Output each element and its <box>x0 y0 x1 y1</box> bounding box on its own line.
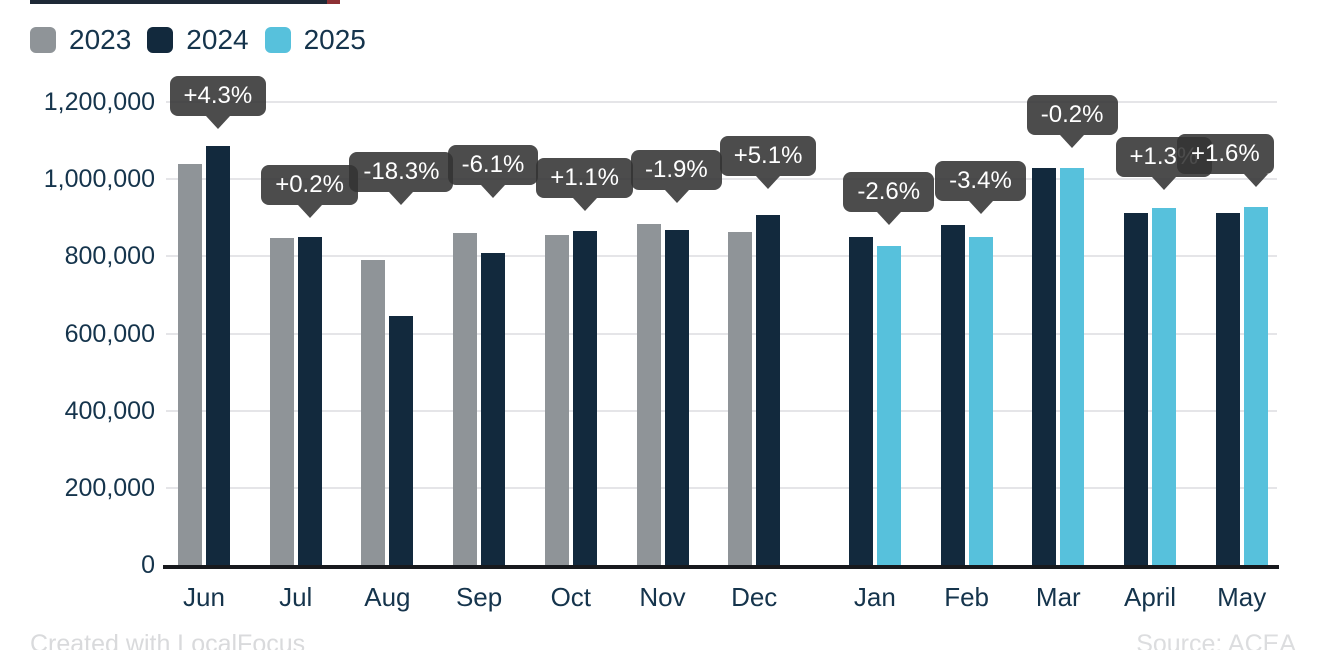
x-axis-label-sep: Sep <box>455 582 503 612</box>
legend-item-label: 2023 <box>69 24 132 55</box>
source-text: Source: ACEA <box>1136 630 1296 650</box>
legend-item-label: 2025 <box>303 24 366 55</box>
bar-may-2024[interactable] <box>1215 213 1240 565</box>
tooltip-jun: +4.3% <box>169 76 267 116</box>
bar-jan-2025[interactable] <box>876 245 901 565</box>
tooltip-dec: +5.1% <box>719 136 817 176</box>
gridline <box>166 101 1277 103</box>
tooltip-sep: -6.1% <box>447 145 539 185</box>
legend-swatch-2024 <box>147 27 174 53</box>
bar-april-2024[interactable] <box>1124 213 1148 565</box>
legend-swatch-2025 <box>264 27 291 53</box>
x-axis-label-aug: Aug <box>364 582 411 612</box>
tooltip-aug: -18.3% <box>349 152 454 192</box>
bar-sep-2023[interactable] <box>453 233 478 565</box>
y-axis-label: 800,000 <box>64 242 155 271</box>
tooltip-jan: -2.6% <box>843 172 935 212</box>
bar-feb-2024[interactable] <box>940 225 965 565</box>
gridline <box>166 409 1277 412</box>
bar-jul-2024[interactable] <box>297 237 322 565</box>
y-axis-label: 400,000 <box>64 396 155 425</box>
y-axis-label: 200,000 <box>64 473 155 502</box>
tooltip-oct: +1.1% <box>536 158 634 198</box>
tooltip-may: +1.6% <box>1177 134 1274 174</box>
tooltip-arrow-mar <box>1060 135 1085 148</box>
gridline <box>166 332 1277 335</box>
bar-aug-2024[interactable] <box>389 316 414 565</box>
cropped-title-bar <box>30 0 340 4</box>
legend-item-label: 2024 <box>186 24 249 55</box>
x-axis-label-feb: Feb <box>944 582 989 612</box>
legend-swatch-2023 <box>30 27 56 53</box>
x-axis-label-dec: Dec <box>731 582 778 612</box>
y-axis-label: 1,000,000 <box>43 165 155 194</box>
tooltip-arrow-nov <box>664 190 689 203</box>
legend-item-2023[interactable]: 2023 <box>30 24 131 56</box>
bar-dec-2024[interactable] <box>756 215 781 565</box>
gridline <box>166 255 1277 258</box>
cropped-title-red-tip <box>327 0 340 4</box>
tooltip-jul: +0.2% <box>261 165 358 205</box>
y-axis-label: 600,000 <box>64 319 155 348</box>
bar-oct-2023[interactable] <box>544 235 569 565</box>
localfocus-credit-link[interactable]: Created with LocalFocus <box>30 630 306 650</box>
bar-jun-2024[interactable] <box>206 146 230 565</box>
x-axis-label-nov: Nov <box>639 582 686 612</box>
x-axis-label-oct: Oct <box>550 582 592 612</box>
bar-mar-2025[interactable] <box>1060 168 1085 565</box>
bar-oct-2024[interactable] <box>572 231 597 565</box>
bar-nov-2024[interactable] <box>664 230 689 565</box>
bar-mar-2024[interactable] <box>1032 167 1057 565</box>
x-axis-line <box>163 565 1279 569</box>
x-axis-label-jun: Jun <box>183 582 225 612</box>
bar-sep-2024[interactable] <box>481 253 506 565</box>
tooltip-arrow-jun <box>206 116 230 129</box>
x-axis-label-april: April <box>1123 582 1176 612</box>
bar-april-2025[interactable] <box>1152 208 1176 565</box>
tooltip-arrow-dec <box>756 176 781 189</box>
legend-item-2025[interactable]: 2025 <box>264 24 366 56</box>
tooltip-nov: -1.9% <box>631 150 722 190</box>
tooltip-arrow-may <box>1243 174 1268 187</box>
bar-jun-2023[interactable] <box>178 163 202 565</box>
x-axis-label-mar: Mar <box>1035 582 1081 612</box>
tooltip-arrow-feb <box>968 201 993 214</box>
tooltip-mar: -0.2% <box>1026 95 1118 135</box>
bar-jan-2024[interactable] <box>848 237 873 565</box>
tooltip-arrow-jan <box>876 212 901 225</box>
legend: 2023 2024 2025 <box>30 24 366 56</box>
x-axis-label-may: May <box>1217 582 1267 612</box>
bar-nov-2023[interactable] <box>636 223 661 565</box>
bar-aug-2023[interactable] <box>361 260 386 565</box>
bar-feb-2025[interactable] <box>968 237 993 565</box>
tooltip-arrow-oct <box>572 198 597 211</box>
tooltip-arrow-aug <box>389 192 414 205</box>
tooltip-feb: -3.4% <box>935 161 1026 201</box>
tooltip-arrow-april <box>1152 177 1176 190</box>
y-axis-label: 1,200,000 <box>43 88 155 116</box>
x-axis-label-jul: Jul <box>279 582 313 612</box>
gridline <box>166 486 1277 489</box>
tooltip-arrow-jul <box>297 205 322 218</box>
bar-jul-2023[interactable] <box>269 237 294 565</box>
bar-dec-2023[interactable] <box>728 232 753 565</box>
bar-may-2025[interactable] <box>1243 207 1268 565</box>
x-axis-label-jan: Jan <box>853 582 896 612</box>
legend-item-2024[interactable]: 2024 <box>147 24 249 56</box>
y-axis-label: 0 <box>141 551 155 579</box>
tooltip-arrow-sep <box>481 185 506 198</box>
